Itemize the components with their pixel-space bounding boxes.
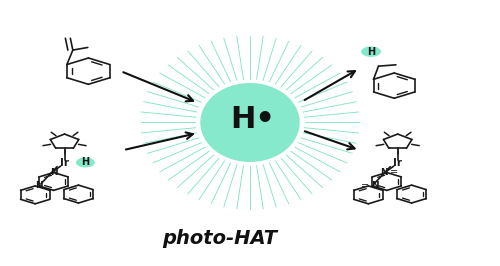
Text: photo-HAT: photo-HAT xyxy=(162,229,278,248)
Text: Ir: Ir xyxy=(60,158,69,168)
Text: N: N xyxy=(35,181,43,190)
Ellipse shape xyxy=(200,83,300,162)
Text: N: N xyxy=(380,168,388,177)
Text: H: H xyxy=(367,47,375,57)
Circle shape xyxy=(361,46,381,57)
Text: N: N xyxy=(371,181,378,190)
Text: H•: H• xyxy=(230,105,275,134)
Text: =: = xyxy=(390,168,398,177)
Text: =: = xyxy=(361,181,369,191)
Text: Ir: Ir xyxy=(393,158,402,168)
Text: H: H xyxy=(82,157,90,168)
Text: N: N xyxy=(50,168,58,177)
Circle shape xyxy=(76,157,95,168)
